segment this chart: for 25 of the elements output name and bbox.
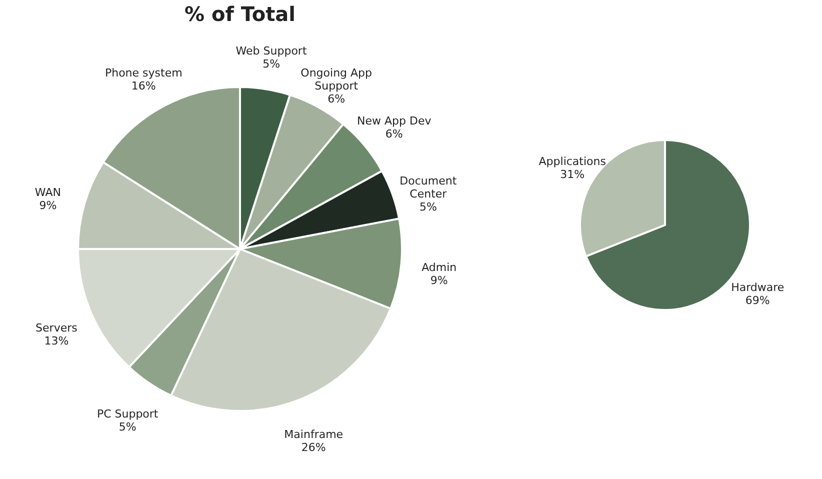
slice-label: Phone system xyxy=(104,66,182,80)
slice-label: Servers xyxy=(36,321,78,334)
slice-label: Hardware xyxy=(731,280,784,294)
data-label: 16% xyxy=(131,80,156,93)
data-label: 9% xyxy=(430,274,448,287)
slice-label: Web Support xyxy=(236,44,308,58)
slice-label: Ongoing App Support xyxy=(300,66,372,93)
data-label: 6% xyxy=(328,92,346,106)
slice-label: Mainframe xyxy=(284,428,344,441)
data-label: 5% xyxy=(118,420,136,434)
slice-label: New App Dev xyxy=(356,114,432,128)
slice-label: WAN xyxy=(34,186,61,200)
data-label: 9% xyxy=(39,199,57,212)
data-label: 5% xyxy=(262,57,280,70)
data-label: 13% xyxy=(44,334,69,348)
chart-title: % of Total xyxy=(184,2,296,26)
data-label: 69% xyxy=(745,294,770,307)
slice-label: PC Support xyxy=(96,407,159,420)
data-label: 26% xyxy=(301,440,326,454)
data-label: 5% xyxy=(419,200,437,214)
slice-label: Applications xyxy=(538,155,606,168)
slice-label: Document Center xyxy=(400,174,458,200)
data-label: 31% xyxy=(560,168,585,182)
data-label: 6% xyxy=(385,128,403,141)
slice-label: Admin xyxy=(422,260,457,274)
